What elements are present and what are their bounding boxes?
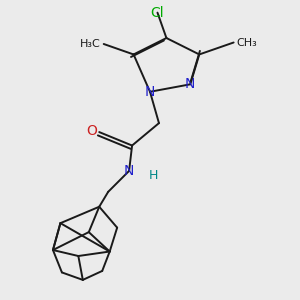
Text: H: H xyxy=(148,169,158,182)
Text: O: O xyxy=(86,124,97,138)
Text: Cl: Cl xyxy=(151,6,164,20)
Text: N: N xyxy=(145,85,155,99)
Text: N: N xyxy=(185,77,196,91)
Text: N: N xyxy=(124,164,134,178)
Text: H₃C: H₃C xyxy=(80,39,101,49)
Text: CH₃: CH₃ xyxy=(237,38,257,47)
